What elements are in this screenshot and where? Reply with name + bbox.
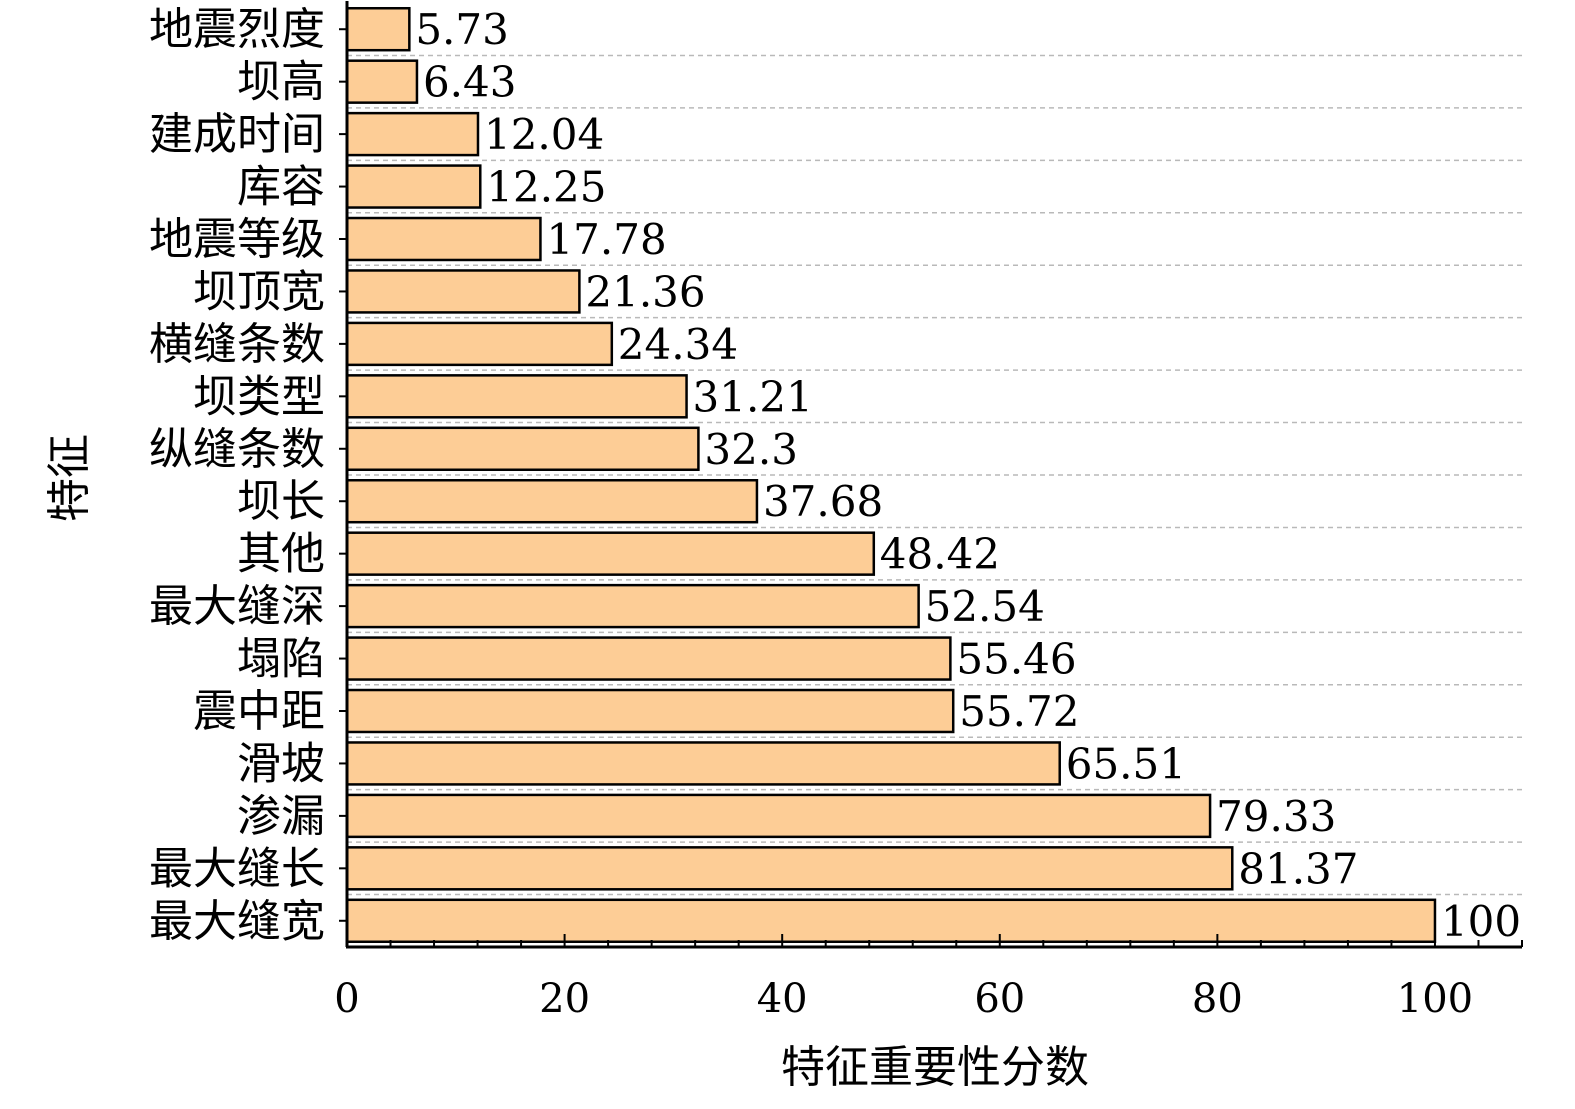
bars-layer bbox=[345, 6, 1437, 944]
bar bbox=[345, 531, 876, 576]
category-label: 滑坡 bbox=[237, 738, 325, 789]
value-label: 24.34 bbox=[618, 320, 738, 369]
bar bbox=[345, 59, 419, 104]
value-label: 12.04 bbox=[484, 110, 604, 159]
bar bbox=[345, 374, 688, 419]
x-tick-label: 40 bbox=[757, 976, 808, 1022]
value-label: 21.36 bbox=[585, 267, 705, 316]
x-tick-label: 80 bbox=[1192, 976, 1243, 1022]
category-label: 建成时间 bbox=[149, 109, 325, 160]
category-label: 纵缝条数 bbox=[149, 424, 325, 475]
value-label: 52.54 bbox=[925, 582, 1045, 631]
value-label: 31.21 bbox=[693, 372, 813, 421]
bar bbox=[345, 111, 480, 157]
category-label: 渗漏 bbox=[237, 791, 325, 842]
value-label: 32.3 bbox=[704, 425, 798, 474]
x-tick-label: 0 bbox=[334, 976, 359, 1022]
bar bbox=[345, 216, 542, 262]
value-label: 12.25 bbox=[486, 163, 606, 212]
bar bbox=[345, 583, 920, 629]
bar bbox=[345, 636, 952, 681]
category-label: 坝长 bbox=[237, 476, 325, 527]
bar bbox=[345, 269, 581, 314]
bar bbox=[345, 846, 1234, 891]
value-label: 6.43 bbox=[423, 58, 517, 107]
category-label: 地震烈度 bbox=[149, 4, 325, 55]
value-label: 55.72 bbox=[959, 687, 1079, 736]
category-label: 震中距 bbox=[193, 686, 325, 737]
category-label: 横缝条数 bbox=[149, 319, 325, 370]
value-label: 79.33 bbox=[1216, 792, 1336, 841]
bar bbox=[345, 426, 700, 472]
category-label: 坝高 bbox=[237, 57, 325, 108]
bar bbox=[345, 793, 1212, 839]
category-label: 最大缝长 bbox=[149, 843, 325, 894]
category-label: 坝顶宽 bbox=[193, 266, 325, 317]
value-label: 48.42 bbox=[880, 530, 1000, 579]
bar bbox=[345, 898, 1437, 944]
x-tick-label: 100 bbox=[1397, 976, 1473, 1022]
value-label: 5.73 bbox=[415, 5, 509, 54]
x-tick-label: 60 bbox=[974, 976, 1025, 1022]
category-label: 最大缝宽 bbox=[149, 896, 325, 947]
y-axis-title: 特征 bbox=[44, 434, 95, 522]
x-axis-title: 特征重要性分数 bbox=[781, 1042, 1089, 1093]
category-label: 坝类型 bbox=[193, 371, 325, 422]
bar bbox=[345, 321, 614, 367]
bar bbox=[345, 741, 1061, 786]
bar bbox=[345, 164, 482, 209]
x-tick-label: 20 bbox=[539, 976, 590, 1022]
bar bbox=[345, 6, 411, 52]
bar bbox=[345, 688, 955, 734]
value-label: 65.51 bbox=[1066, 739, 1186, 788]
value-label: 17.78 bbox=[546, 215, 666, 264]
bar bbox=[345, 478, 759, 524]
category-label: 最大缝深 bbox=[149, 581, 325, 632]
value-label: 55.46 bbox=[956, 635, 1076, 684]
value-label: 37.68 bbox=[763, 477, 883, 526]
labels-layer: 地震烈度 5.73 坝高 6.43 建成时间 12.04 库容 12.25 地震等级 17.78 坝… bbox=[149, 4, 1521, 1022]
category-label: 库容 bbox=[237, 162, 325, 213]
category-label: 其他 bbox=[237, 529, 325, 580]
category-label: 塌陷 bbox=[237, 634, 325, 685]
axes-layer bbox=[339, 1, 1523, 949]
grid-layer bbox=[347, 54, 1522, 896]
category-label: 地震等级 bbox=[149, 214, 325, 265]
value-label: 81.37 bbox=[1238, 844, 1358, 893]
value-label: 100 bbox=[1441, 897, 1521, 946]
